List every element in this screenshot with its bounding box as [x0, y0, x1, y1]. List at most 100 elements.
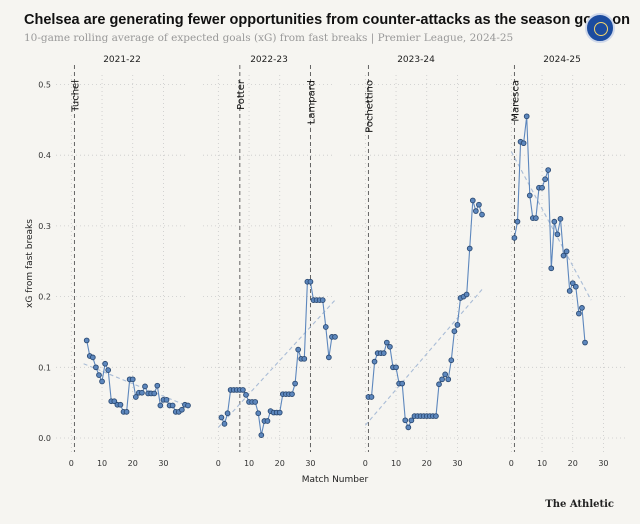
- x-tick-label: 0: [363, 459, 368, 468]
- data-point: [576, 310, 582, 317]
- data-point: [511, 235, 518, 241]
- x-tick-label: 0: [509, 459, 514, 468]
- data-point: [523, 113, 530, 120]
- data-point: [566, 288, 573, 294]
- data-point: [185, 402, 191, 409]
- data-point: [89, 354, 96, 361]
- data-point: [326, 354, 332, 361]
- data-point: [572, 283, 579, 290]
- data-point: [252, 399, 259, 405]
- data-point: [258, 432, 265, 439]
- chelsea-crest-icon: [585, 13, 615, 43]
- data-point: [387, 343, 393, 350]
- data-point: [469, 197, 476, 204]
- data-point: [169, 402, 176, 409]
- data-point: [454, 322, 461, 328]
- data-point: [93, 364, 99, 371]
- data-point: [560, 252, 567, 259]
- data-point: [322, 324, 329, 330]
- data-point: [582, 339, 588, 346]
- x-tick-label: 20: [128, 459, 138, 468]
- y-tick-label: 0.5: [38, 81, 51, 90]
- data-point: [405, 424, 412, 431]
- data-point: [240, 387, 246, 393]
- data-point: [255, 410, 262, 417]
- manager-label: Tuchel: [70, 80, 81, 113]
- data-point: [111, 398, 118, 405]
- data-point: [368, 394, 375, 400]
- data-point: [276, 409, 283, 416]
- x-tick-label: 30: [452, 459, 462, 468]
- y-tick-label: 0.0: [38, 434, 51, 443]
- data-point: [551, 218, 558, 225]
- data-point: [301, 355, 308, 362]
- data-point: [157, 402, 164, 409]
- data-point: [289, 391, 295, 398]
- panel-title: 2021-22: [103, 55, 141, 65]
- data-point: [154, 382, 161, 389]
- data-point: [436, 381, 442, 388]
- y-tick-label: 0.2: [38, 293, 51, 302]
- data-point: [96, 372, 102, 378]
- data-point: [545, 167, 552, 173]
- data-point: [514, 218, 521, 225]
- panel-title: 2023-24: [397, 55, 435, 65]
- y-axis-label: xG from fast breaks: [25, 219, 35, 308]
- data-point: [129, 376, 136, 383]
- data-point: [319, 297, 326, 303]
- data-point: [380, 350, 387, 357]
- x-tick-label: 10: [244, 459, 254, 468]
- series-line: [513, 116, 586, 343]
- data-point: [393, 364, 399, 371]
- data-point: [539, 184, 545, 191]
- data-point: [554, 231, 561, 238]
- x-axis-label: Match Number: [302, 475, 369, 485]
- data-point: [526, 192, 533, 199]
- x-tick-label: 30: [158, 459, 168, 468]
- data-point: [520, 140, 527, 147]
- data-point: [548, 265, 555, 272]
- publisher-credit: The Athletic: [545, 499, 614, 510]
- manager-label: Potter: [236, 79, 247, 110]
- data-point: [408, 417, 415, 424]
- trend-line: [83, 363, 189, 407]
- data-point: [264, 418, 271, 424]
- data-point: [371, 358, 378, 365]
- x-tick-label: 30: [305, 459, 315, 468]
- manager-label: Lampard: [306, 80, 317, 124]
- data-point: [83, 337, 90, 344]
- data-point: [448, 357, 455, 364]
- chart-subtitle: 10-game rolling average of expected goal…: [24, 32, 514, 44]
- data-point: [218, 414, 225, 421]
- data-point: [117, 401, 124, 408]
- data-point: [476, 201, 482, 208]
- data-point: [439, 376, 445, 383]
- data-point: [557, 215, 564, 222]
- data-point: [466, 245, 473, 252]
- data-point: [163, 396, 170, 403]
- data-point: [442, 371, 449, 378]
- data-point: [332, 334, 338, 340]
- data-point: [243, 392, 249, 398]
- data-point: [179, 406, 185, 413]
- data-point: [224, 410, 231, 417]
- x-tick-label: 20: [422, 459, 432, 468]
- x-tick-label: 0: [69, 459, 74, 468]
- panel-title: 2024-25: [543, 55, 581, 65]
- y-tick-label: 0.3: [38, 222, 51, 231]
- data-point: [402, 417, 409, 424]
- data-point: [383, 339, 390, 346]
- data-point: [445, 376, 452, 383]
- data-point: [99, 378, 105, 385]
- data-point: [102, 360, 108, 367]
- data-point: [307, 278, 314, 285]
- x-tick-label: 0: [216, 459, 221, 468]
- data-point: [473, 208, 479, 214]
- data-point: [569, 280, 576, 287]
- trend-line: [510, 151, 592, 301]
- data-point: [295, 346, 302, 353]
- data-point: [221, 421, 228, 427]
- data-point: [139, 389, 145, 396]
- y-tick-label: 0.1: [38, 363, 51, 372]
- data-point: [451, 328, 458, 335]
